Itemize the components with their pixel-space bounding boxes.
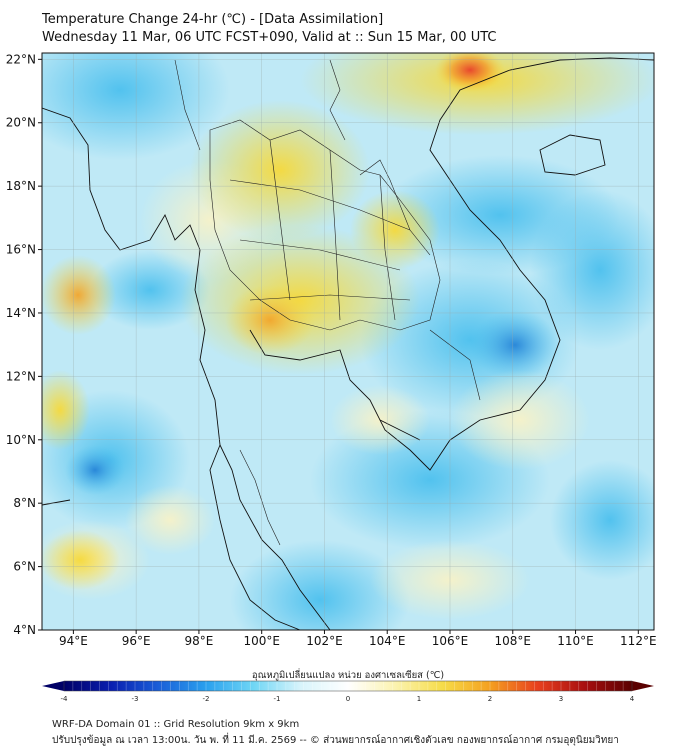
lat-tick-label: 20°N (6, 116, 36, 130)
lon-tick-label: 98°E (184, 634, 213, 648)
longitude-ticks: 94°E 96°E 98°E 100°E 102°E 104°E 106°E 108°E 110… (59, 630, 657, 648)
colorbar-min-arrow (42, 681, 64, 691)
coastline-layer (42, 57, 654, 630)
field-layer (42, 53, 654, 630)
colorbar-label: อุณหภูมิเปลี่ยนแปลง หน่วย องศาเซลเซียส (… (252, 668, 444, 681)
footer-model-info: WRF-DA Domain 01 :: Grid Resolution 9km … (52, 719, 300, 730)
colorbar-tick-label: -4 (61, 695, 69, 703)
colorbar-tick-label: 4 (630, 695, 635, 703)
lat-tick-label: 4°N (13, 623, 36, 637)
colorbar-tick-label: -2 (203, 695, 210, 703)
lon-tick-label: 110°E (557, 634, 594, 648)
lon-tick-label: 94°E (59, 634, 88, 648)
colorbar-max-arrow (632, 681, 654, 691)
lon-tick-label: 106°E (432, 634, 469, 648)
lat-tick-label: 16°N (6, 243, 36, 257)
colorbar-ticks: -4 -3 -2 -1 0 1 2 3 4 (61, 695, 635, 703)
lat-tick-label: 18°N (6, 179, 36, 193)
latitude-ticks: 22°N 20°N 18°N 16°N 14°N 12°N 10°N 8°N 6°N 4°N (6, 52, 42, 637)
map-subtitle: Wednesday 11 Mar, 06 UTC FCST+090, Valid… (42, 30, 497, 45)
lon-tick-label: 112°E (620, 634, 657, 648)
lat-tick-label: 12°N (6, 369, 36, 383)
colorbar-tick-label: -1 (274, 695, 281, 703)
lon-tick-label: 104°E (369, 634, 406, 648)
colorbar-outline (63, 680, 633, 692)
lat-tick-label: 22°N (6, 52, 36, 66)
colorbar (42, 680, 654, 692)
lon-tick-label: 96°E (122, 634, 151, 648)
colorbar-tick-label: -3 (132, 695, 139, 703)
colorbar-bar (64, 681, 632, 691)
colorbar-tick-label: 0 (346, 695, 350, 703)
colorbar-tick-label: 2 (488, 695, 492, 703)
lat-tick-label: 8°N (13, 496, 36, 510)
lon-tick-label: 102°E (306, 634, 343, 648)
colorbar-tick-label: 1 (417, 695, 421, 703)
map-title: Temperature Change 24-hr (℃) - [Data Ass… (42, 12, 384, 27)
lat-tick-label: 6°N (13, 560, 36, 574)
footer-credit: ปรับปรุงข้อมูล ณ เวลา 13:00น. วัน พ. ที่… (52, 735, 619, 746)
plot-frame (41, 52, 655, 631)
lon-tick-label: 100°E (243, 634, 280, 648)
colorbar-tick-label: 3 (559, 695, 563, 703)
province-borders (174, 59, 481, 546)
graticule (42, 53, 654, 631)
lon-tick-label: 108°E (495, 634, 532, 648)
lat-tick-label: 10°N (6, 433, 36, 447)
lat-tick-label: 14°N (6, 306, 36, 320)
